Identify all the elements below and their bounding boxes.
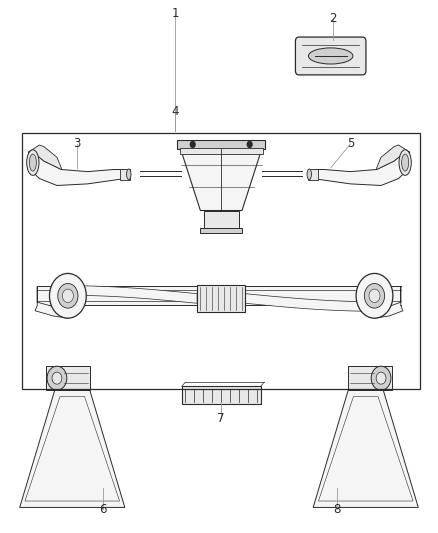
Bar [46, 366, 90, 390]
Text: 3: 3 [73, 138, 80, 150]
Polygon shape [245, 294, 374, 311]
Polygon shape [37, 286, 401, 305]
Text: 8: 8 [334, 503, 341, 515]
Circle shape [49, 273, 86, 318]
Polygon shape [313, 390, 418, 507]
Bar [200, 228, 242, 233]
Text: 1: 1 [171, 7, 179, 20]
Bar [197, 285, 245, 312]
Ellipse shape [402, 154, 409, 171]
Polygon shape [180, 149, 262, 211]
Polygon shape [313, 152, 410, 185]
Circle shape [369, 289, 380, 303]
Circle shape [364, 284, 385, 308]
Text: 6: 6 [99, 503, 107, 515]
Bar [22, 133, 420, 389]
Circle shape [52, 372, 62, 384]
Circle shape [190, 141, 196, 148]
Polygon shape [28, 145, 61, 169]
Circle shape [376, 372, 386, 384]
Bar [177, 140, 265, 149]
FancyBboxPatch shape [295, 37, 366, 75]
Text: 2: 2 [329, 12, 337, 25]
Polygon shape [68, 286, 197, 303]
Ellipse shape [308, 48, 353, 64]
Ellipse shape [307, 169, 311, 180]
Bar [308, 169, 318, 180]
Circle shape [62, 289, 74, 303]
Circle shape [58, 284, 78, 308]
Bar [180, 148, 263, 154]
Text: 7: 7 [217, 412, 225, 425]
Circle shape [371, 366, 391, 390]
Polygon shape [20, 390, 125, 507]
Polygon shape [35, 286, 68, 318]
Ellipse shape [399, 150, 411, 175]
Polygon shape [377, 145, 410, 169]
Circle shape [47, 366, 67, 390]
Bar [204, 211, 239, 229]
Polygon shape [28, 152, 125, 185]
Ellipse shape [29, 154, 36, 171]
Text: 4: 4 [171, 106, 179, 118]
Circle shape [356, 273, 393, 318]
Polygon shape [374, 286, 403, 318]
Text: 5: 5 [347, 138, 354, 150]
Bar [182, 386, 261, 404]
Ellipse shape [27, 150, 39, 175]
Bar [348, 366, 392, 390]
Ellipse shape [127, 169, 131, 180]
Bar [120, 169, 130, 180]
Circle shape [247, 141, 253, 148]
